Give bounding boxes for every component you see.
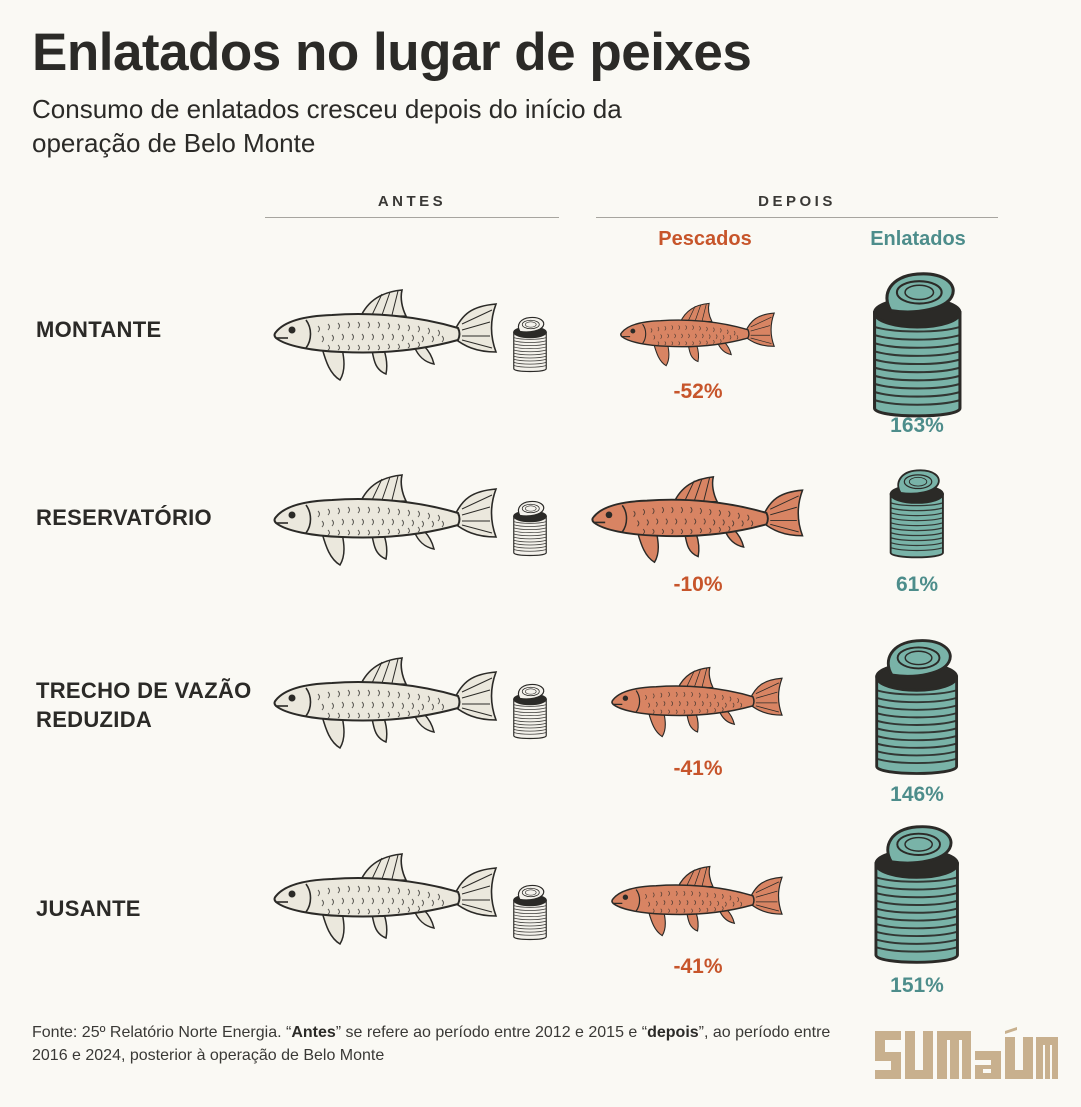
row-label-montante: MONTANTE: [36, 317, 162, 342]
fish-after-reservatorio: [590, 475, 806, 566]
can-before-jusante: [509, 884, 551, 942]
enlatados-label-trecho: 146%: [890, 783, 944, 806]
fish-before-trecho: [272, 656, 500, 752]
sumauma-logo: [875, 1027, 1058, 1079]
row-label-trecho-de-vazao-reduzida: TRECHO DE VAZÃO REDUZIDA: [36, 678, 252, 732]
enlatados-label-jusante: 151%: [890, 974, 944, 997]
can-after-trecho: [865, 637, 968, 780]
enlatados-label-montante: 163%: [890, 414, 944, 437]
fish-after-trecho: [610, 666, 785, 740]
pescados-label-reservatorio: -10%: [673, 573, 723, 596]
can-after-montante: [862, 270, 973, 423]
can-before-montante: [509, 316, 551, 374]
can-after-reservatorio: [883, 468, 951, 561]
page-subtitle: Consumo de enlatados cresceu depois do i…: [32, 94, 622, 158]
fish-before-jusante: [272, 852, 500, 948]
header-enlatados: Enlatados: [870, 228, 966, 250]
fish-after-montante: [619, 302, 777, 369]
row-label-reservatorio: RESERVATÓRIO: [36, 505, 212, 530]
can-before-trecho: [509, 683, 551, 741]
row-label-jusante: JUSANTE: [36, 896, 141, 921]
enlatados-label-reservatorio: 61%: [895, 573, 939, 596]
can-before-reservatorio: [509, 500, 551, 558]
header-pescados: Pescados: [658, 228, 752, 250]
page-title: Enlatados no lugar de peixes: [32, 23, 752, 82]
fish-before-reservatorio: [272, 473, 500, 569]
fish-before-montante: [272, 288, 500, 384]
pescados-label-jusante: -41%: [673, 955, 723, 978]
header-antes: ANTES: [265, 193, 559, 218]
header-depois: DEPOIS: [596, 193, 998, 218]
can-after-jusante: [864, 823, 969, 969]
pescados-label-trecho: -41%: [673, 757, 723, 780]
pescados-label-montante: -52%: [673, 380, 723, 403]
fish-after-jusante: [610, 865, 785, 939]
source-note: Fonte: 25º Relatório Norte Energia. “Ant…: [32, 1024, 831, 1064]
